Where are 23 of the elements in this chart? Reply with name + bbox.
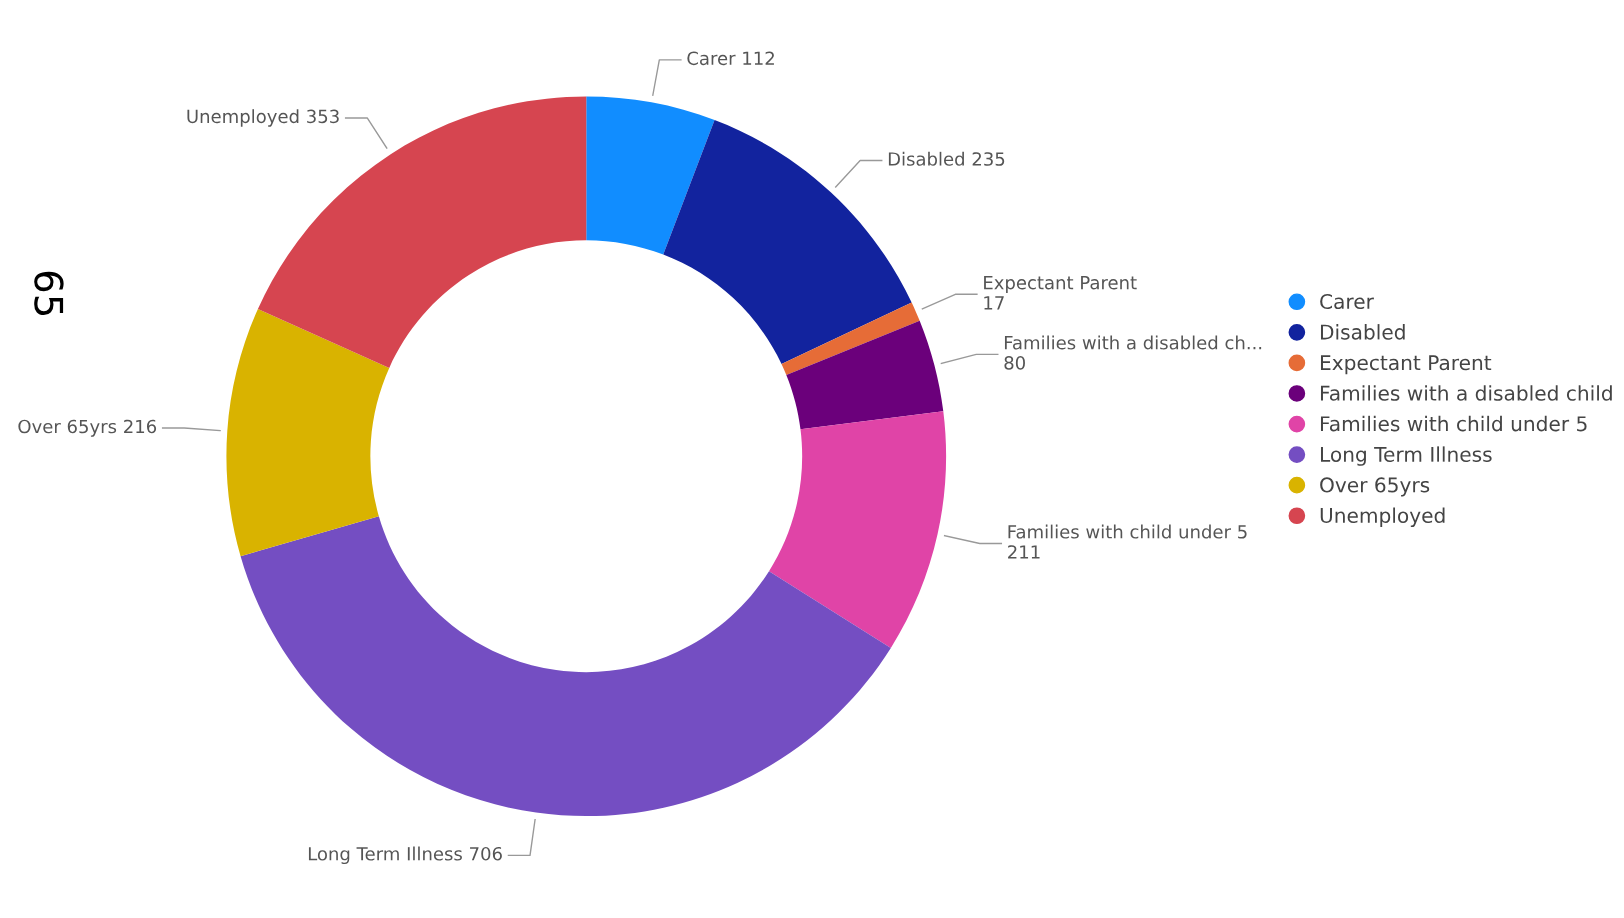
legend-label: Long Term Illness bbox=[1320, 446, 1492, 466]
data-label: Families with child under 5 211 bbox=[1008, 524, 1247, 559]
data-label: Expectant Parent 17 bbox=[984, 276, 1137, 310]
data-label: Unemployed 353 bbox=[187, 109, 339, 127]
legend-label: Families with a disabled child bbox=[1320, 385, 1612, 401]
donut-slice bbox=[240, 516, 891, 817]
data-label: Over 65yrs 216 bbox=[18, 419, 157, 437]
donut-slice bbox=[586, 96, 715, 255]
legend-label: Over 65yrs bbox=[1320, 477, 1430, 497]
donut-slice bbox=[786, 320, 944, 430]
legend-label: Expectant Parent bbox=[1320, 355, 1492, 375]
data-label: Families with a disabled ch... 80 bbox=[1004, 335, 1262, 370]
legend-label: Disabled bbox=[1320, 324, 1405, 340]
data-label: Long Term Illness 706 bbox=[308, 846, 502, 865]
donut-slice bbox=[769, 411, 947, 648]
legend-label: Carer bbox=[1320, 293, 1374, 310]
text: 65 bbox=[34, 271, 64, 316]
data-label: Carer 112 bbox=[687, 51, 774, 66]
legend-label: Unemployed bbox=[1320, 507, 1445, 527]
donut-slice bbox=[781, 302, 920, 375]
donut-slice bbox=[226, 308, 390, 557]
data-label: Disabled 235 bbox=[888, 151, 1005, 166]
legend-label: Families with child under 5 bbox=[1320, 415, 1587, 432]
